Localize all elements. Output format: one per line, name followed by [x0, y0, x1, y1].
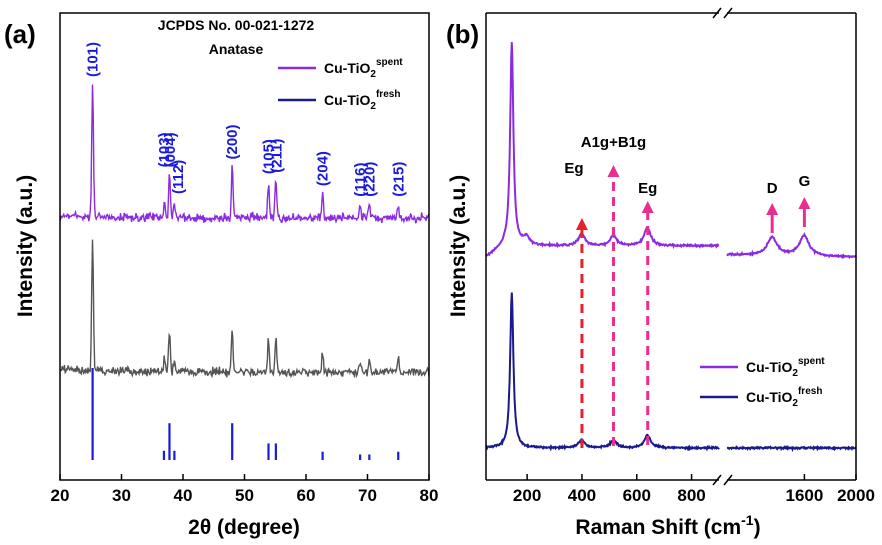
hkl-label: (101): [85, 42, 102, 77]
raman-trace-spent: [726, 231, 857, 260]
hkl-label: (200): [224, 124, 241, 159]
hkl-label: (004): [162, 132, 179, 167]
x-tick-label-b: 1600: [785, 486, 823, 505]
xrd-traces: [59, 84, 430, 379]
peak-marker-arrow: [766, 203, 779, 215]
hkl-labels: (101) (103)(004)(112) (200) (105)(211) (204)…: [85, 42, 408, 197]
plot-frame-a: [59, 12, 430, 481]
x-axis-title-b: Raman Shift (cm-1): [575, 512, 760, 539]
panel-a-xrd: (a) (101)(103)(004)(112)(200) (105)(211)(…: [4, 12, 439, 539]
peak-marker-arrow: [607, 165, 620, 177]
hkl-label: (116): [352, 162, 369, 196]
panel-b-label: (b): [446, 19, 479, 49]
anatase-note: Anatase: [209, 41, 264, 57]
legend-a-fresh-label: Cu-TiO2fresh: [324, 89, 400, 112]
peak-markers: Eg A1g+B1g Eg D G: [564, 134, 811, 448]
raman-peak-label: Eg: [564, 160, 583, 177]
x-tick-label-a: 70: [358, 486, 377, 505]
peak-marker-arrow: [641, 201, 654, 213]
legend-b-spent-label: Cu-TiO2spent: [746, 356, 825, 379]
legend-b-fresh-label: Cu-TiO2fresh: [746, 386, 822, 409]
hkl-label: (112): [170, 160, 187, 194]
legend-a: Cu-TiO2spent Cu-TiO2fresh: [278, 57, 403, 112]
x-tick-label-a: 50: [235, 486, 254, 505]
x-tick-label-a: 80: [420, 486, 439, 505]
x-tick-label-a: 40: [174, 486, 193, 505]
panel-a-label: (a): [4, 19, 36, 49]
x-ticks-b: 200 400 600 800 1600 2000: [513, 474, 875, 505]
raman-peak-label: G: [799, 173, 811, 190]
legend-b: Cu-TiO2spent Cu-TiO2fresh: [700, 356, 825, 409]
raman-peak-label: D: [767, 180, 778, 197]
x-tick-label-a: 20: [51, 486, 70, 505]
hkl-label: (215): [390, 162, 407, 197]
hkl-label: (211): [269, 139, 286, 173]
x-tick-label-b: 800: [677, 486, 705, 505]
xrd-trace-spent: [59, 84, 430, 224]
raman-peak-label: Eg: [638, 180, 657, 197]
x-tick-label-b: 200: [513, 486, 541, 505]
raman-trace-fresh: [726, 444, 857, 453]
hkl-label: (105): [261, 139, 278, 174]
y-axis-title-a: Intensity (a.u.): [14, 175, 37, 317]
x-tick-label-a: 60: [297, 486, 316, 505]
y-axis-title-b: Intensity (a.u.): [447, 175, 470, 317]
x-tick-label-b: 400: [568, 486, 596, 505]
raman-trace-spent: [485, 42, 720, 257]
reference-sticks: [91, 368, 400, 460]
peak-marker-arrow: [575, 218, 588, 230]
legend-a-spent-label: Cu-TiO2spent: [324, 57, 403, 80]
xrd-trace-fresh: [59, 239, 430, 379]
x-axis-title-a: 2θ (degree): [188, 516, 300, 539]
peak-marker-arrow: [798, 197, 811, 209]
raman-peak-label: A1g+B1g: [581, 134, 646, 151]
hkl-label: (103): [156, 132, 173, 167]
x-ticks-a: 20 30 40 50 60 70 80: [51, 474, 439, 505]
plot-frame-b: [485, 7, 857, 486]
axis-break-top: [712, 7, 733, 19]
raman-trace-fresh: [485, 292, 720, 452]
x-tick-label-b: 600: [623, 486, 651, 505]
hkl-label: (220): [361, 162, 378, 197]
x-tick-label-b: 2000: [837, 486, 875, 505]
axis-break-bottom: [712, 474, 733, 486]
jcpds-note: JCPDS No. 00-021-1272: [158, 17, 315, 33]
x-tick-label-a: 30: [112, 486, 131, 505]
panel-b-raman: (b) Eg A1g+B1g Eg D G 200 400 600 800 1600 2000 C…: [446, 7, 875, 539]
raman-traces: [485, 42, 857, 453]
hkl-label: (204): [315, 151, 332, 186]
